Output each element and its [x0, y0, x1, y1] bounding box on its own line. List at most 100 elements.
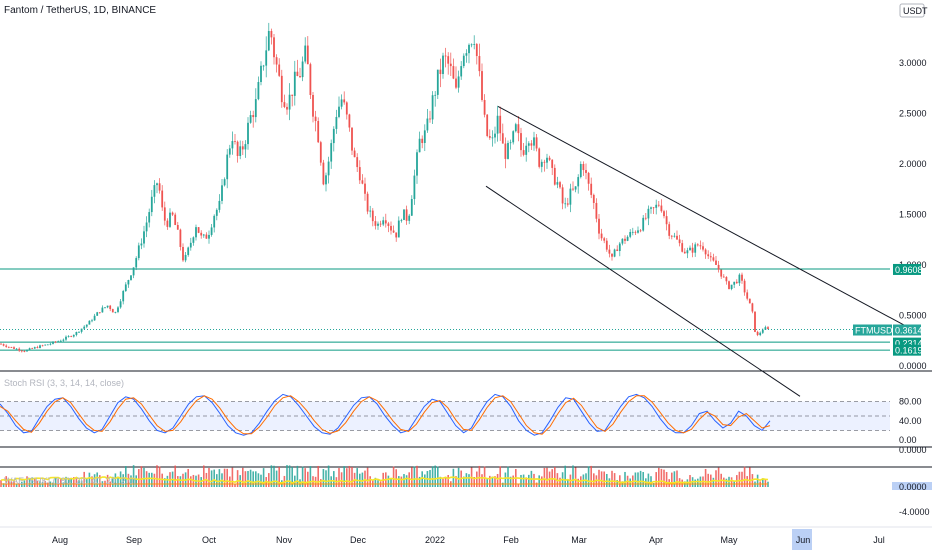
candle-body[interactable] [478, 56, 481, 72]
candle-body[interactable] [559, 182, 561, 188]
time-axis[interactable]: Aug Sep Oct Nov Dec 2022 Feb Mar Apr May Jun Jul [52, 535, 885, 545]
candle-body[interactable] [616, 249, 619, 251]
candle-body[interactable] [481, 71, 483, 101]
candle-body[interactable] [293, 71, 296, 96]
candle-body[interactable] [36, 347, 39, 349]
candle-body[interactable] [689, 247, 691, 251]
candle-body[interactable] [470, 44, 473, 46]
candle-body[interactable] [96, 312, 99, 316]
candle-body[interactable] [569, 188, 572, 205]
candle-body[interactable] [514, 124, 517, 132]
candle-body[interactable] [416, 152, 418, 176]
symbol-title[interactable]: Fantom / TetherUS, 1D, BINANCE [4, 5, 156, 16]
candle-body[interactable] [590, 183, 593, 195]
candle-body[interactable] [387, 223, 390, 226]
candle-body[interactable] [169, 212, 171, 227]
candle-body[interactable] [327, 161, 330, 176]
candle-body[interactable] [88, 320, 91, 325]
candle-body[interactable] [579, 164, 582, 178]
candle-body[interactable] [665, 216, 668, 225]
candle-body[interactable] [618, 243, 621, 251]
candle-body[interactable] [161, 190, 164, 208]
candle-body[interactable] [517, 124, 520, 134]
candle-body[interactable] [460, 66, 463, 77]
candle-body[interactable] [434, 94, 437, 96]
candle-body[interactable] [335, 116, 338, 129]
candle-body[interactable] [267, 30, 270, 51]
candle-body[interactable] [62, 339, 65, 341]
stoch-rsi-pane[interactable]: 80.00 40.00 0.000.0000 [0, 393, 927, 455]
candle-body[interactable] [494, 133, 496, 138]
candle-body[interactable] [18, 348, 21, 351]
candle-body[interactable] [696, 244, 699, 246]
candle-body[interactable] [647, 208, 650, 219]
candle-body[interactable] [631, 231, 634, 233]
candle-body[interactable] [504, 143, 507, 159]
candle-body[interactable] [247, 122, 249, 145]
candle-body[interactable] [720, 269, 723, 277]
price-axis[interactable]: 0.00000.50001.00001.50002.00002.50003.00… [853, 58, 927, 371]
candle-body[interactable] [764, 327, 767, 330]
candle-body[interactable] [507, 143, 509, 159]
candle-body[interactable] [44, 344, 47, 346]
candle-body[interactable] [676, 235, 678, 240]
candle-body[interactable] [715, 260, 717, 265]
candle-body[interactable] [410, 199, 413, 216]
candle-body[interactable] [374, 221, 377, 226]
candle-body[interactable] [681, 243, 684, 252]
candle-body[interactable] [605, 240, 608, 250]
candle-body[interactable] [122, 291, 125, 302]
candle-body[interactable] [621, 238, 624, 244]
candle-body[interactable] [670, 235, 673, 237]
candle-body[interactable] [652, 207, 655, 209]
candle-body[interactable] [543, 161, 546, 163]
candle-body[interactable] [231, 141, 234, 149]
wae-title[interactable]: WAE [SHK] (180, 20, 40, 20, 2.0) [4, 476, 136, 486]
candle-body[interactable] [252, 115, 255, 118]
candle-body[interactable] [215, 209, 218, 216]
candle-body[interactable] [748, 298, 751, 304]
candle-body[interactable] [54, 341, 57, 343]
candle-body[interactable] [585, 170, 587, 173]
candle-body[interactable] [538, 148, 541, 167]
candle-body[interactable] [205, 234, 208, 239]
candle-body[interactable] [540, 161, 543, 167]
candle-body[interactable] [639, 230, 642, 232]
candle-body[interactable] [317, 121, 320, 143]
candle-body[interactable] [356, 157, 359, 168]
candle-body[interactable] [275, 57, 278, 65]
candle-body[interactable] [426, 118, 429, 131]
candle-body[interactable] [364, 183, 366, 194]
candle-body[interactable] [353, 150, 356, 158]
candle-body[interactable] [403, 209, 405, 220]
candle-body[interactable] [595, 202, 598, 219]
candle-body[interactable] [699, 245, 702, 247]
candle-body[interactable] [31, 348, 34, 350]
candle-body[interactable] [743, 280, 746, 293]
candle-body[interactable] [296, 71, 299, 77]
candle-body[interactable] [192, 237, 195, 243]
candle-body[interactable] [725, 277, 728, 282]
candle-body[interactable] [184, 254, 187, 261]
candle-body[interactable] [702, 246, 704, 250]
candle-body[interactable] [140, 243, 143, 246]
candle-body[interactable] [759, 332, 762, 336]
candle-body[interactable] [564, 203, 567, 205]
candle-body[interactable] [678, 239, 681, 244]
candle-body[interactable] [93, 315, 96, 321]
candle-body[interactable] [171, 212, 174, 215]
candle-body[interactable] [273, 37, 275, 58]
candle-body[interactable] [728, 281, 730, 289]
candle-body[interactable] [306, 45, 309, 65]
candle-body[interactable] [283, 102, 286, 107]
candle-body[interactable] [343, 99, 346, 103]
candle-body[interactable] [98, 312, 101, 314]
candle-body[interactable] [390, 225, 392, 231]
candle-body[interactable] [83, 326, 86, 329]
candle-body[interactable] [457, 76, 460, 88]
candle-body[interactable] [163, 207, 166, 221]
candle-body[interactable] [130, 275, 132, 281]
candle-body[interactable] [530, 143, 533, 146]
candle-body[interactable] [314, 116, 317, 122]
